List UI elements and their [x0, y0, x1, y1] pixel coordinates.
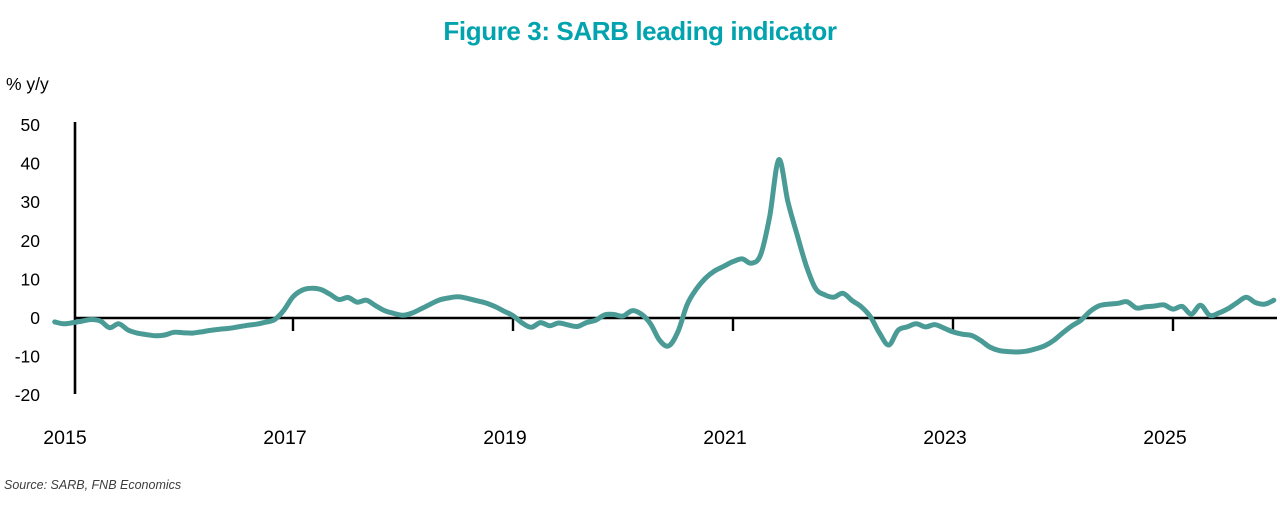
y-axis-label: % y/y — [6, 74, 49, 94]
x-tick-label: 2025 — [1143, 427, 1187, 449]
x-tick-label: 2023 — [923, 427, 966, 449]
y-tick-label: 30 — [21, 192, 41, 212]
y-tick-label: 20 — [21, 231, 41, 251]
chart-title: Figure 3: SARB leading indicator — [443, 16, 837, 46]
y-tick-label: -20 — [15, 385, 41, 405]
source-note: Source: SARB, FNB Economics — [4, 478, 182, 492]
y-tick-label: 10 — [21, 269, 41, 289]
x-tick-label: 2021 — [703, 427, 746, 449]
x-tick-label: 2019 — [483, 427, 526, 449]
y-tick-label: -10 — [15, 347, 41, 367]
y-tick-label: 40 — [21, 154, 41, 174]
y-tick-label: 0 — [30, 308, 40, 328]
x-tick-label: 2015 — [43, 427, 87, 449]
y-tick-label: 50 — [21, 115, 41, 135]
x-tick-label: 2017 — [263, 427, 306, 449]
indicator-line — [52, 157, 1277, 355]
